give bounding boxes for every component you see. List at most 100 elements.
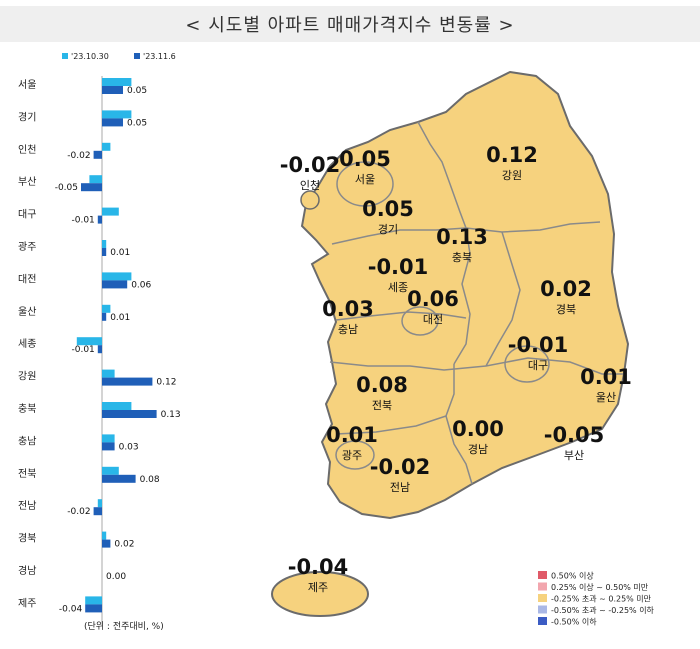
value-label: 0.13 [161,410,181,420]
region-name: 울산 [596,391,616,404]
incheon-island [300,190,320,210]
category-label: 세종 [18,338,36,350]
legend-label-1: '23.11.6 [143,52,176,61]
chungbuk-gyeongbuk-border [485,231,521,367]
region-name: 인천 [300,178,320,192]
region-name: 전남 [390,481,410,494]
region-name: 강원 [502,169,522,182]
seoul-region [336,161,394,207]
region-name: 광주 [342,449,362,462]
value-label: 0.01 [110,248,130,258]
region-name: 충북 [452,251,472,264]
bar-curr [102,410,157,418]
region-name: 대구 [528,359,548,372]
region-value: -0.04 [288,555,349,579]
value-label: -0.05 [55,183,78,193]
jeju-island [271,571,369,617]
value-label: 0.08 [140,475,160,485]
map-legend: 0.50% 이상0.25% 이상 ~ 0.50% 미만 -0.25% 초과 ~ 0… [538,571,655,627]
value-label: -0.04 [59,604,83,614]
bar-curr [102,118,123,127]
bar-curr [85,604,102,613]
category-label: 울산 [18,306,36,318]
region-name: 전북 [372,399,392,412]
bar-prev [102,207,119,216]
map-legend-swatch [538,605,547,614]
value-label: 0.00 [106,572,126,582]
unit-note: (단위 : 전주대비, %) [84,621,164,632]
bar-prev [102,142,111,151]
category-label: 광주 [18,241,36,253]
category-label: 인천 [18,144,36,156]
bar-prev [102,272,132,281]
map-legend-swatch [538,582,547,591]
category-label: 서울 [18,79,36,91]
bar-prev [102,304,111,313]
map-legend-swatch [538,617,547,625]
page-title: < 시도별 아파트 매매가격지수 변동률 > [185,15,515,36]
gyeongnam-border [445,415,473,485]
bar-curr [97,345,102,354]
map-legend-label: -0.50% 이하 [551,617,597,627]
bar-prev [89,175,102,184]
region-borders [329,121,624,485]
category-label: 대구 [18,209,36,221]
value-label: -0.01 [72,345,95,355]
bar-curr [81,183,102,192]
value-label: -0.02 [67,151,90,161]
category-label: 전북 [18,468,36,480]
map-legend-label: -0.25% 초과 ~ 0.25% 미만 [551,595,652,604]
daejeon-region [401,306,439,336]
region-value: 0.03 [322,297,374,321]
region-value: -0.01 [508,333,569,357]
bar-prev [102,466,119,475]
category-label: 경북 [18,532,36,545]
map-legend-swatch [538,571,547,579]
region-value: 0.13 [436,225,488,249]
category-label: 전남 [18,500,36,512]
region-name: 부산 [564,449,584,462]
region-value: -0.01 [368,255,429,279]
bar-curr [102,539,111,548]
bar-curr [102,312,107,321]
region-name: 세종 [388,281,408,294]
category-label: 제주 [18,597,36,609]
map-legend-swatch [538,594,547,602]
map-legend-label: 0.50% 이상 [551,571,594,581]
legend-swatch-1 [134,53,140,59]
map-legend-label: -0.50% 초과 ~ -0.25% 이하 [551,605,655,615]
south-border [329,357,624,375]
region-name: 경기 [378,223,398,236]
region-value: 0.01 [326,423,378,447]
region-value: -0.02 [280,153,341,177]
map-legend-label: 0.25% 이상 ~ 0.50% 미만 [551,582,649,592]
value-label: 0.06 [131,280,151,290]
region-name: 대전 [423,313,443,326]
value-label: 0.03 [119,442,139,452]
value-label: -0.01 [72,216,95,226]
region-name: 경북 [556,303,576,316]
region-value: -0.05 [544,423,605,447]
jeolla-border [335,364,455,435]
category-label: 대전 [18,273,36,285]
bar-curr [102,474,136,483]
value-label: 0.01 [110,313,130,323]
category-label: 경기 [18,110,36,123]
bar-prev [102,110,132,119]
bar-prev [85,596,102,605]
legend-swatch-0 [62,53,68,59]
legend-label-0: '23.10.30 [71,52,109,61]
region-name: 제주 [308,581,328,594]
value-label: -0.02 [67,507,90,517]
chungnam-border [335,311,467,321]
bar-prev [76,337,102,346]
bar-curr [102,248,107,256]
bar-prev [102,434,115,443]
bar-prev [97,499,102,508]
region-value: -0.02 [370,455,431,479]
gwangju-region [335,440,375,470]
chungbuk-border [453,227,471,365]
bar-curr [102,377,153,386]
bar-curr [93,507,102,516]
bar-prev [102,78,132,86]
